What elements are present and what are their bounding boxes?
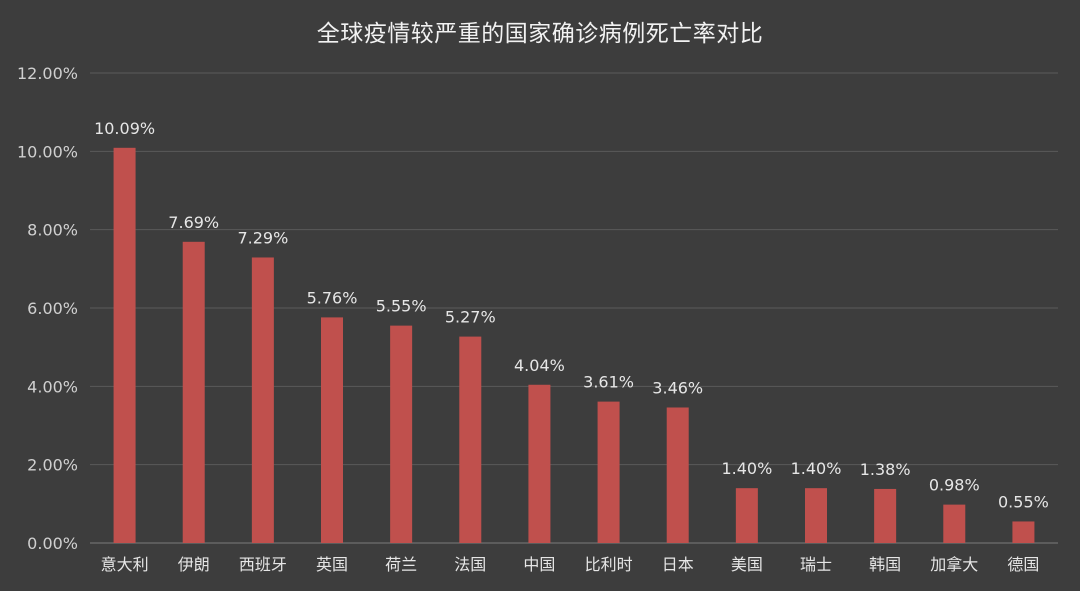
data-label: 7.29% xyxy=(237,228,288,247)
category-label: 伊朗 xyxy=(178,555,210,574)
bar xyxy=(459,336,482,543)
data-label: 3.46% xyxy=(652,378,703,397)
data-label: 5.55% xyxy=(376,297,427,316)
category-label: 瑞士 xyxy=(800,555,832,574)
bar xyxy=(182,241,205,543)
category-label: 日本 xyxy=(662,555,694,574)
category-label: 加拿大 xyxy=(930,555,978,574)
y-tick-label: 12.00% xyxy=(17,64,78,83)
bar xyxy=(528,384,551,543)
data-label: 1.40% xyxy=(721,459,772,478)
category-label: 意大利 xyxy=(101,555,149,574)
y-tick-label: 8.00% xyxy=(27,221,78,240)
y-tick-label: 0.00% xyxy=(27,534,78,553)
data-label: 5.27% xyxy=(445,308,496,327)
bar xyxy=(805,488,827,543)
data-label: 0.98% xyxy=(929,476,980,495)
chart-title: 全球疫情较严重的国家确诊病例死亡率对比 xyxy=(316,21,764,47)
data-label: 5.76% xyxy=(307,288,358,307)
bar xyxy=(735,488,758,543)
bar xyxy=(251,257,274,543)
bar xyxy=(1012,521,1035,543)
data-label: 3.61% xyxy=(583,373,634,392)
bar xyxy=(874,488,897,543)
bar xyxy=(597,401,620,543)
bar xyxy=(666,407,689,543)
data-label: 1.38% xyxy=(860,460,911,479)
bar xyxy=(943,504,966,543)
category-label: 美国 xyxy=(731,555,763,574)
y-tick-label: 2.00% xyxy=(27,456,78,475)
y-tick-label: 4.00% xyxy=(27,377,78,396)
y-tick-label: 6.00% xyxy=(27,299,78,318)
category-label: 韩国 xyxy=(869,555,901,574)
category-label: 比利时 xyxy=(585,555,633,574)
data-label: 1.40% xyxy=(791,459,842,478)
category-label: 德国 xyxy=(1007,555,1039,574)
bar xyxy=(113,147,136,543)
category-label: 中国 xyxy=(523,555,555,574)
category-label: 法国 xyxy=(454,555,486,574)
data-label: 0.55% xyxy=(998,492,1049,511)
data-label: 7.69% xyxy=(168,213,219,232)
category-label: 荷兰 xyxy=(385,555,417,574)
bar xyxy=(321,317,343,543)
bar xyxy=(390,325,413,543)
category-label: 英国 xyxy=(316,555,348,574)
data-label: 4.04% xyxy=(514,356,565,375)
data-label: 10.09% xyxy=(94,119,155,138)
category-label: 西班牙 xyxy=(239,555,287,574)
y-tick-label: 10.00% xyxy=(17,142,78,161)
